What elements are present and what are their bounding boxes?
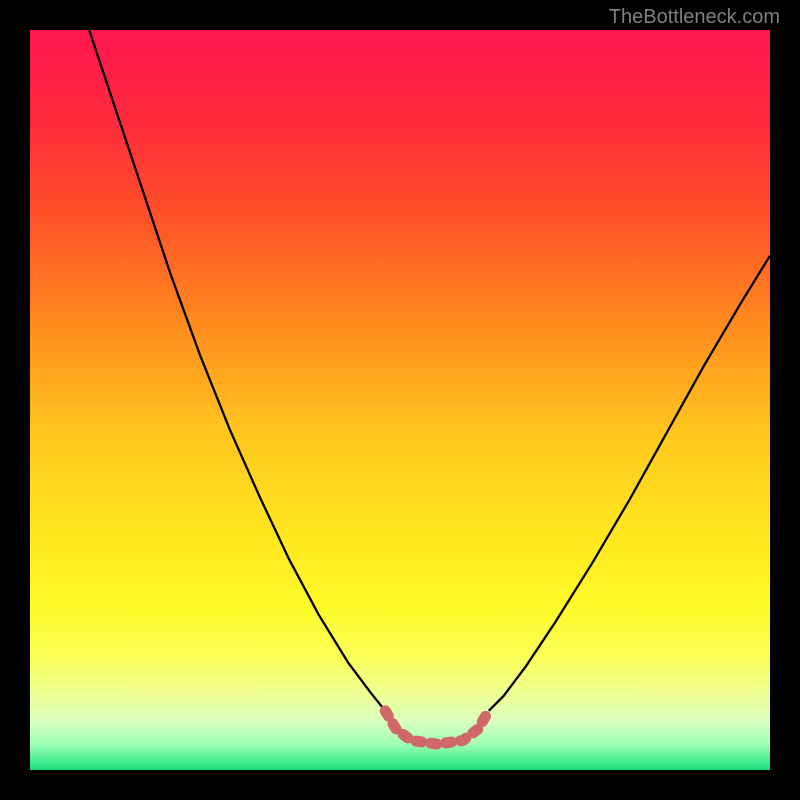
chart-stage: TheBottleneck.com (0, 0, 800, 800)
watermark-text: TheBottleneck.com (609, 6, 780, 29)
plot-background (30, 30, 770, 770)
chart-svg (0, 0, 800, 800)
